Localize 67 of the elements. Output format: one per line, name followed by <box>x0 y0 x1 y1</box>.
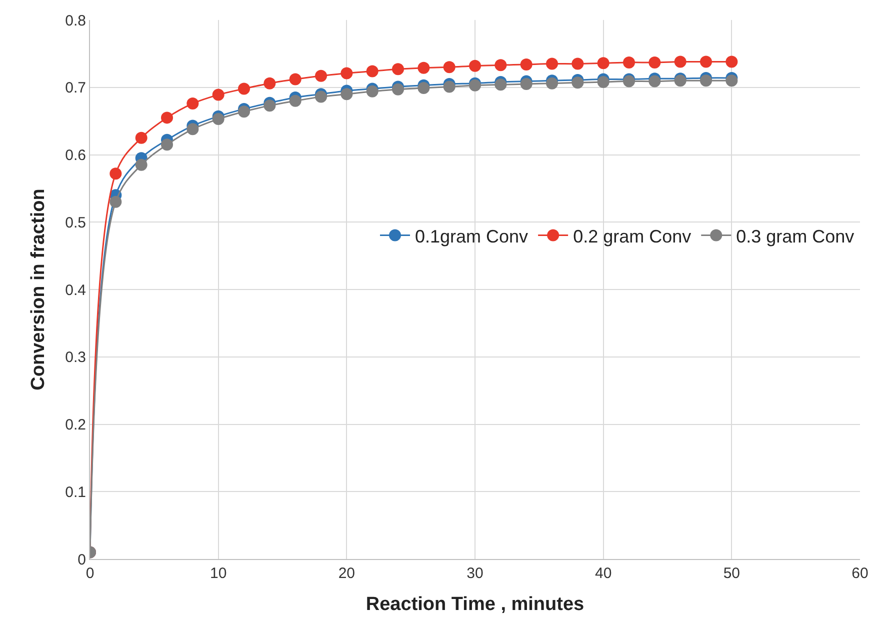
point <box>340 67 353 80</box>
point <box>494 59 507 72</box>
x-tick-label: 60 <box>852 565 868 582</box>
x-tick-label: 50 <box>723 565 740 582</box>
y-tick-label: 0.3 <box>65 349 86 366</box>
y-tick-label: 0.8 <box>65 12 86 30</box>
point <box>546 77 558 90</box>
point <box>161 138 173 151</box>
point <box>674 56 686 68</box>
point <box>494 78 507 91</box>
point <box>315 90 327 103</box>
legend-label: 0.2 gram Conv <box>573 226 692 246</box>
y-tick-label: 0.2 <box>65 416 86 434</box>
point <box>726 74 738 87</box>
point <box>623 56 635 68</box>
point <box>469 60 481 72</box>
point <box>110 168 122 180</box>
y-tick-label: 0.7 <box>65 80 86 97</box>
point <box>546 58 558 70</box>
point <box>264 100 276 112</box>
point <box>418 62 430 74</box>
y-tick-label: 0.6 <box>65 147 86 164</box>
point <box>212 88 224 101</box>
point <box>186 98 199 110</box>
y-tick-label: 0 <box>78 551 86 568</box>
point <box>443 80 456 93</box>
point <box>161 112 173 124</box>
point <box>392 83 404 96</box>
point <box>289 73 302 86</box>
point <box>700 56 712 68</box>
point <box>135 132 148 144</box>
point <box>186 123 199 136</box>
point <box>289 94 302 107</box>
legend-label: 0.3 gram Conv <box>736 226 854 246</box>
point <box>212 113 224 126</box>
x-axis-title: Reaction Time , minutes <box>366 594 584 615</box>
point <box>366 65 378 78</box>
point <box>726 56 738 68</box>
y-tick-label: 0.1 <box>65 484 86 501</box>
point <box>340 88 353 100</box>
point <box>520 78 532 90</box>
point <box>315 70 327 82</box>
x-tick-label: 10 <box>210 565 227 582</box>
legend-label: 0.1gram Conv <box>415 226 528 246</box>
point <box>597 76 610 88</box>
point <box>648 75 661 88</box>
point <box>238 82 250 95</box>
point <box>238 106 250 118</box>
point <box>366 85 378 98</box>
point <box>597 57 610 70</box>
point <box>520 58 532 70</box>
x-tick-label: 30 <box>466 565 484 582</box>
point <box>572 76 584 89</box>
point <box>418 82 430 94</box>
point <box>392 63 404 76</box>
y-tick-label: 0.4 <box>65 282 86 299</box>
point <box>110 196 122 208</box>
point <box>264 77 276 90</box>
y-axis-title: Conversion in fraction <box>28 188 49 390</box>
point <box>648 56 661 68</box>
point <box>135 158 148 171</box>
point <box>700 74 712 87</box>
x-tick-label: 20 <box>338 565 356 582</box>
x-tick-label: 40 <box>594 565 612 582</box>
point <box>443 61 456 74</box>
y-tick-label: 0.5 <box>65 214 86 232</box>
point <box>572 58 584 70</box>
